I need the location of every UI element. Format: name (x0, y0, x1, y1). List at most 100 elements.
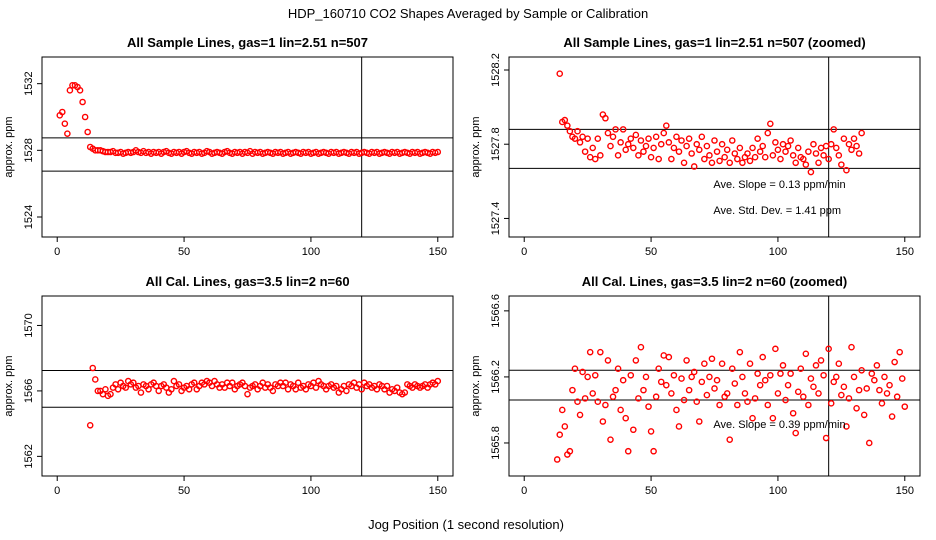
data-point (698, 133, 706, 141)
data-point (858, 129, 865, 137)
data-point (668, 390, 675, 397)
data-point (713, 148, 721, 155)
data-point (685, 386, 693, 394)
data-point (877, 0, 882, 3)
y-tick-label: 1528.2 (490, 53, 502, 87)
data-point (734, 155, 741, 163)
data-point (632, 357, 640, 364)
y-tick-label: 1566.2 (490, 360, 502, 394)
data-point (902, 0, 907, 3)
data-point (853, 404, 860, 412)
data-point (107, 390, 114, 398)
y-axis-label: approx. ppm (470, 355, 482, 416)
data-point (777, 155, 784, 163)
data-point (553, 456, 561, 463)
data-point (655, 155, 662, 163)
data-point (652, 133, 660, 141)
data-point (769, 152, 777, 159)
data-point (767, 371, 774, 379)
data-point (642, 142, 650, 150)
data-point (662, 381, 670, 389)
data-point (670, 144, 678, 152)
panel-title: All Sample Lines, gas=1 lin=2.51 n=507 (127, 35, 368, 50)
data-point (612, 386, 619, 394)
data-point (574, 398, 581, 405)
data-point (898, 375, 906, 382)
data-point (168, 385, 175, 393)
data-point (711, 137, 718, 144)
data-point (581, 148, 589, 155)
x-tick-label: 0 (54, 246, 60, 258)
data-point (799, 155, 807, 163)
data-point (79, 98, 86, 106)
data-point (665, 139, 673, 146)
data-point (566, 127, 574, 135)
data-point (434, 377, 442, 385)
data-point (122, 384, 130, 391)
data-point (383, 382, 391, 390)
data-point (721, 153, 728, 161)
data-point (893, 393, 901, 401)
data-point (782, 396, 789, 404)
data-point (647, 153, 655, 161)
data-point (670, 371, 678, 379)
data-point (566, 447, 574, 455)
data-point (642, 373, 650, 381)
data-point (843, 166, 850, 174)
y-axis-label: approx. ppm (3, 116, 15, 177)
data-point (609, 133, 617, 141)
data-point (895, 0, 900, 3)
data-point (855, 150, 863, 157)
data-point (769, 414, 777, 422)
x-tick-label: 100 (769, 246, 787, 258)
data-point (706, 373, 713, 381)
data-point (848, 146, 855, 154)
data-point (597, 152, 604, 159)
data-point (683, 142, 690, 150)
data-point (627, 135, 635, 142)
data-point (556, 70, 564, 78)
data-point (718, 360, 726, 368)
data-point (892, 0, 897, 3)
data-point (609, 393, 617, 401)
data-point (130, 379, 137, 387)
data-point (312, 384, 320, 391)
data-point (701, 360, 708, 368)
plot-frame (41, 295, 454, 477)
data-point (789, 409, 797, 417)
data-point (787, 370, 794, 377)
data-point (675, 423, 683, 430)
data-point (594, 135, 602, 142)
data-point (66, 87, 74, 94)
data-point (693, 398, 701, 405)
data-point (680, 396, 688, 404)
data-point (900, 0, 905, 3)
data-point (614, 152, 622, 159)
data-point (886, 381, 893, 389)
panel-cal: All Cal. Lines, gas=3.5 lin=2 n=60 approx… (3, 274, 454, 497)
data-point (576, 411, 584, 419)
data-point (879, 0, 884, 3)
y-tick-label: 1570 (23, 313, 35, 337)
data-point (64, 130, 71, 137)
data-point (840, 135, 848, 142)
data-point (878, 400, 886, 407)
data-point (102, 385, 109, 393)
data-point (802, 161, 810, 168)
data-point (761, 376, 769, 384)
data-point (838, 161, 845, 168)
data-point (716, 401, 723, 409)
panel-sample: All Sample Lines, gas=1 lin=2.51 n=507 ap… (3, 35, 454, 258)
data-point (640, 148, 647, 155)
data-point (864, 0, 869, 3)
plot-frame (508, 295, 921, 477)
data-point (574, 127, 581, 135)
data-point (434, 148, 442, 156)
data-point (680, 159, 688, 167)
data-point (726, 436, 734, 443)
panel-cal-zoomed: All Cal. Lines, gas=3.5 lin=2 n=60 (zoom… (470, 274, 921, 497)
data-point (749, 144, 756, 152)
data-point (373, 385, 381, 393)
data-point (848, 343, 855, 351)
